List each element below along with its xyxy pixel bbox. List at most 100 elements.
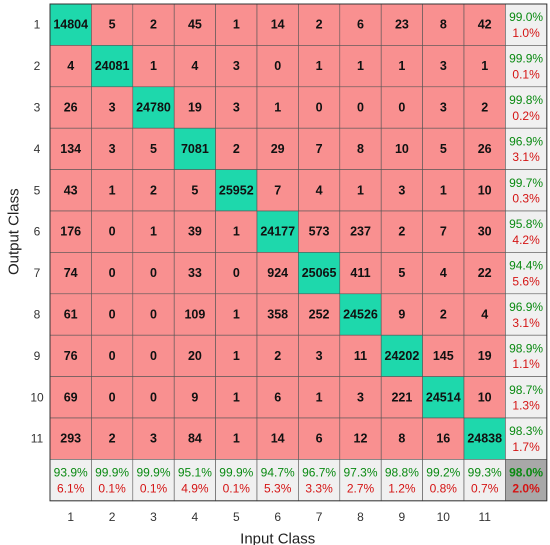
cell-count: 8 [440,18,447,32]
matrix-cell [339,45,382,88]
cell-count: 7 [316,142,323,156]
cell-count: 2 [150,183,157,197]
matrix-cell [91,3,134,46]
matrix-cell [463,169,506,212]
matrix-cell [215,86,258,129]
matrix-cell [463,334,506,377]
cell-count: 5 [191,183,198,197]
cell-count: 411 [350,266,370,280]
row-error: 3.1% [512,150,540,164]
row-error: 1.0% [512,26,540,40]
cell-count: 5 [398,266,405,280]
cell-count: 1 [109,183,116,197]
matrix-cell [49,376,92,419]
cell-count: 1 [316,390,323,404]
y-tick-label: 9 [34,349,41,363]
row-summary-cell [505,252,548,295]
matrix-cell [422,417,465,460]
col-summary-cell [463,459,506,502]
x-tick-label: 1 [67,510,74,524]
matrix-cell [380,417,423,460]
cell-count: 0 [109,266,116,280]
row-summary-cell [505,45,548,88]
cell-count: 252 [309,308,330,322]
col-error: 0.1% [223,481,251,495]
cell-count: 1 [233,308,240,322]
row-precision: 99.0% [509,10,543,24]
col-recall: 99.9% [219,466,253,480]
matrix-cell [132,45,175,88]
col-error: 2.7% [347,481,375,495]
cell-count: 293 [60,432,81,446]
y-tick-label: 6 [34,225,41,239]
cell-count: 39 [188,225,202,239]
cell-count: 1 [481,59,488,73]
col-recall: 93.9% [54,466,88,480]
row-summary-cell [505,334,548,377]
row-summary-cell [505,417,548,460]
cell-count: 2 [440,308,447,322]
matrix-cell [132,252,175,295]
row-error: 5.6% [512,274,540,288]
cell-count: 3 [357,390,364,404]
matrix-cell [463,45,506,88]
cell-count: 7 [440,225,447,239]
matrix-cell [256,169,299,212]
matrix-cell [132,127,175,170]
matrix-cell [49,86,92,129]
y-tick-label: 8 [34,308,41,322]
matrix-cell [49,210,92,253]
matrix-border [49,3,548,502]
cell-count: 2 [233,142,240,156]
cell-count: 9 [191,390,198,404]
cell-count: 1 [233,18,240,32]
row-error: 3.1% [512,316,540,330]
cell-count: 45 [188,18,202,32]
matrix-cell [298,127,341,170]
row-precision: 96.9% [509,134,543,148]
row-summary-cell [505,86,548,129]
col-error: 0.7% [471,481,499,495]
x-tick-label: 10 [437,510,451,524]
cell-count: 4 [440,266,447,280]
cell-count: 8 [357,142,364,156]
cell-count: 3 [150,432,157,446]
cell-count: 176 [60,225,81,239]
cell-count: 3 [316,349,323,363]
cell-count: 76 [64,349,78,363]
overall-accuracy: 98.0% [509,466,543,480]
cell-count: 0 [274,59,281,73]
cell-count: 4 [191,59,198,73]
col-recall: 96.7% [302,466,336,480]
matrix-cell [49,334,92,377]
cell-count: 24838 [467,432,502,446]
matrix-cell [173,252,216,295]
cell-count: 24081 [95,59,130,73]
col-error: 0.8% [430,481,458,495]
matrix-cell [215,417,258,460]
matrix-cell [173,376,216,419]
col-error: 0.1% [98,481,126,495]
matrix-cell [91,169,134,212]
row-precision: 99.9% [509,52,543,66]
cell-count: 11 [354,349,367,363]
matrix-cell [339,252,382,295]
cell-count: 10 [395,142,409,156]
cell-count: 42 [478,18,492,32]
row-precision: 98.9% [509,341,543,355]
cell-count: 0 [150,266,157,280]
col-error: 5.3% [264,481,292,495]
cell-count: 0 [150,349,157,363]
cell-count: 573 [309,225,330,239]
cell-count: 24177 [260,225,295,239]
x-tick-label: 7 [316,510,323,524]
x-tick-label: 2 [109,510,116,524]
x-tick-label: 6 [274,510,281,524]
cell-count: 7 [274,183,281,197]
y-axis-label: Output Class [6,188,23,275]
row-summary-cell [505,169,548,212]
matrix-cell [215,45,258,88]
cell-count: 43 [64,183,78,197]
cell-count: 23 [395,18,409,32]
cell-count: 0 [109,349,116,363]
